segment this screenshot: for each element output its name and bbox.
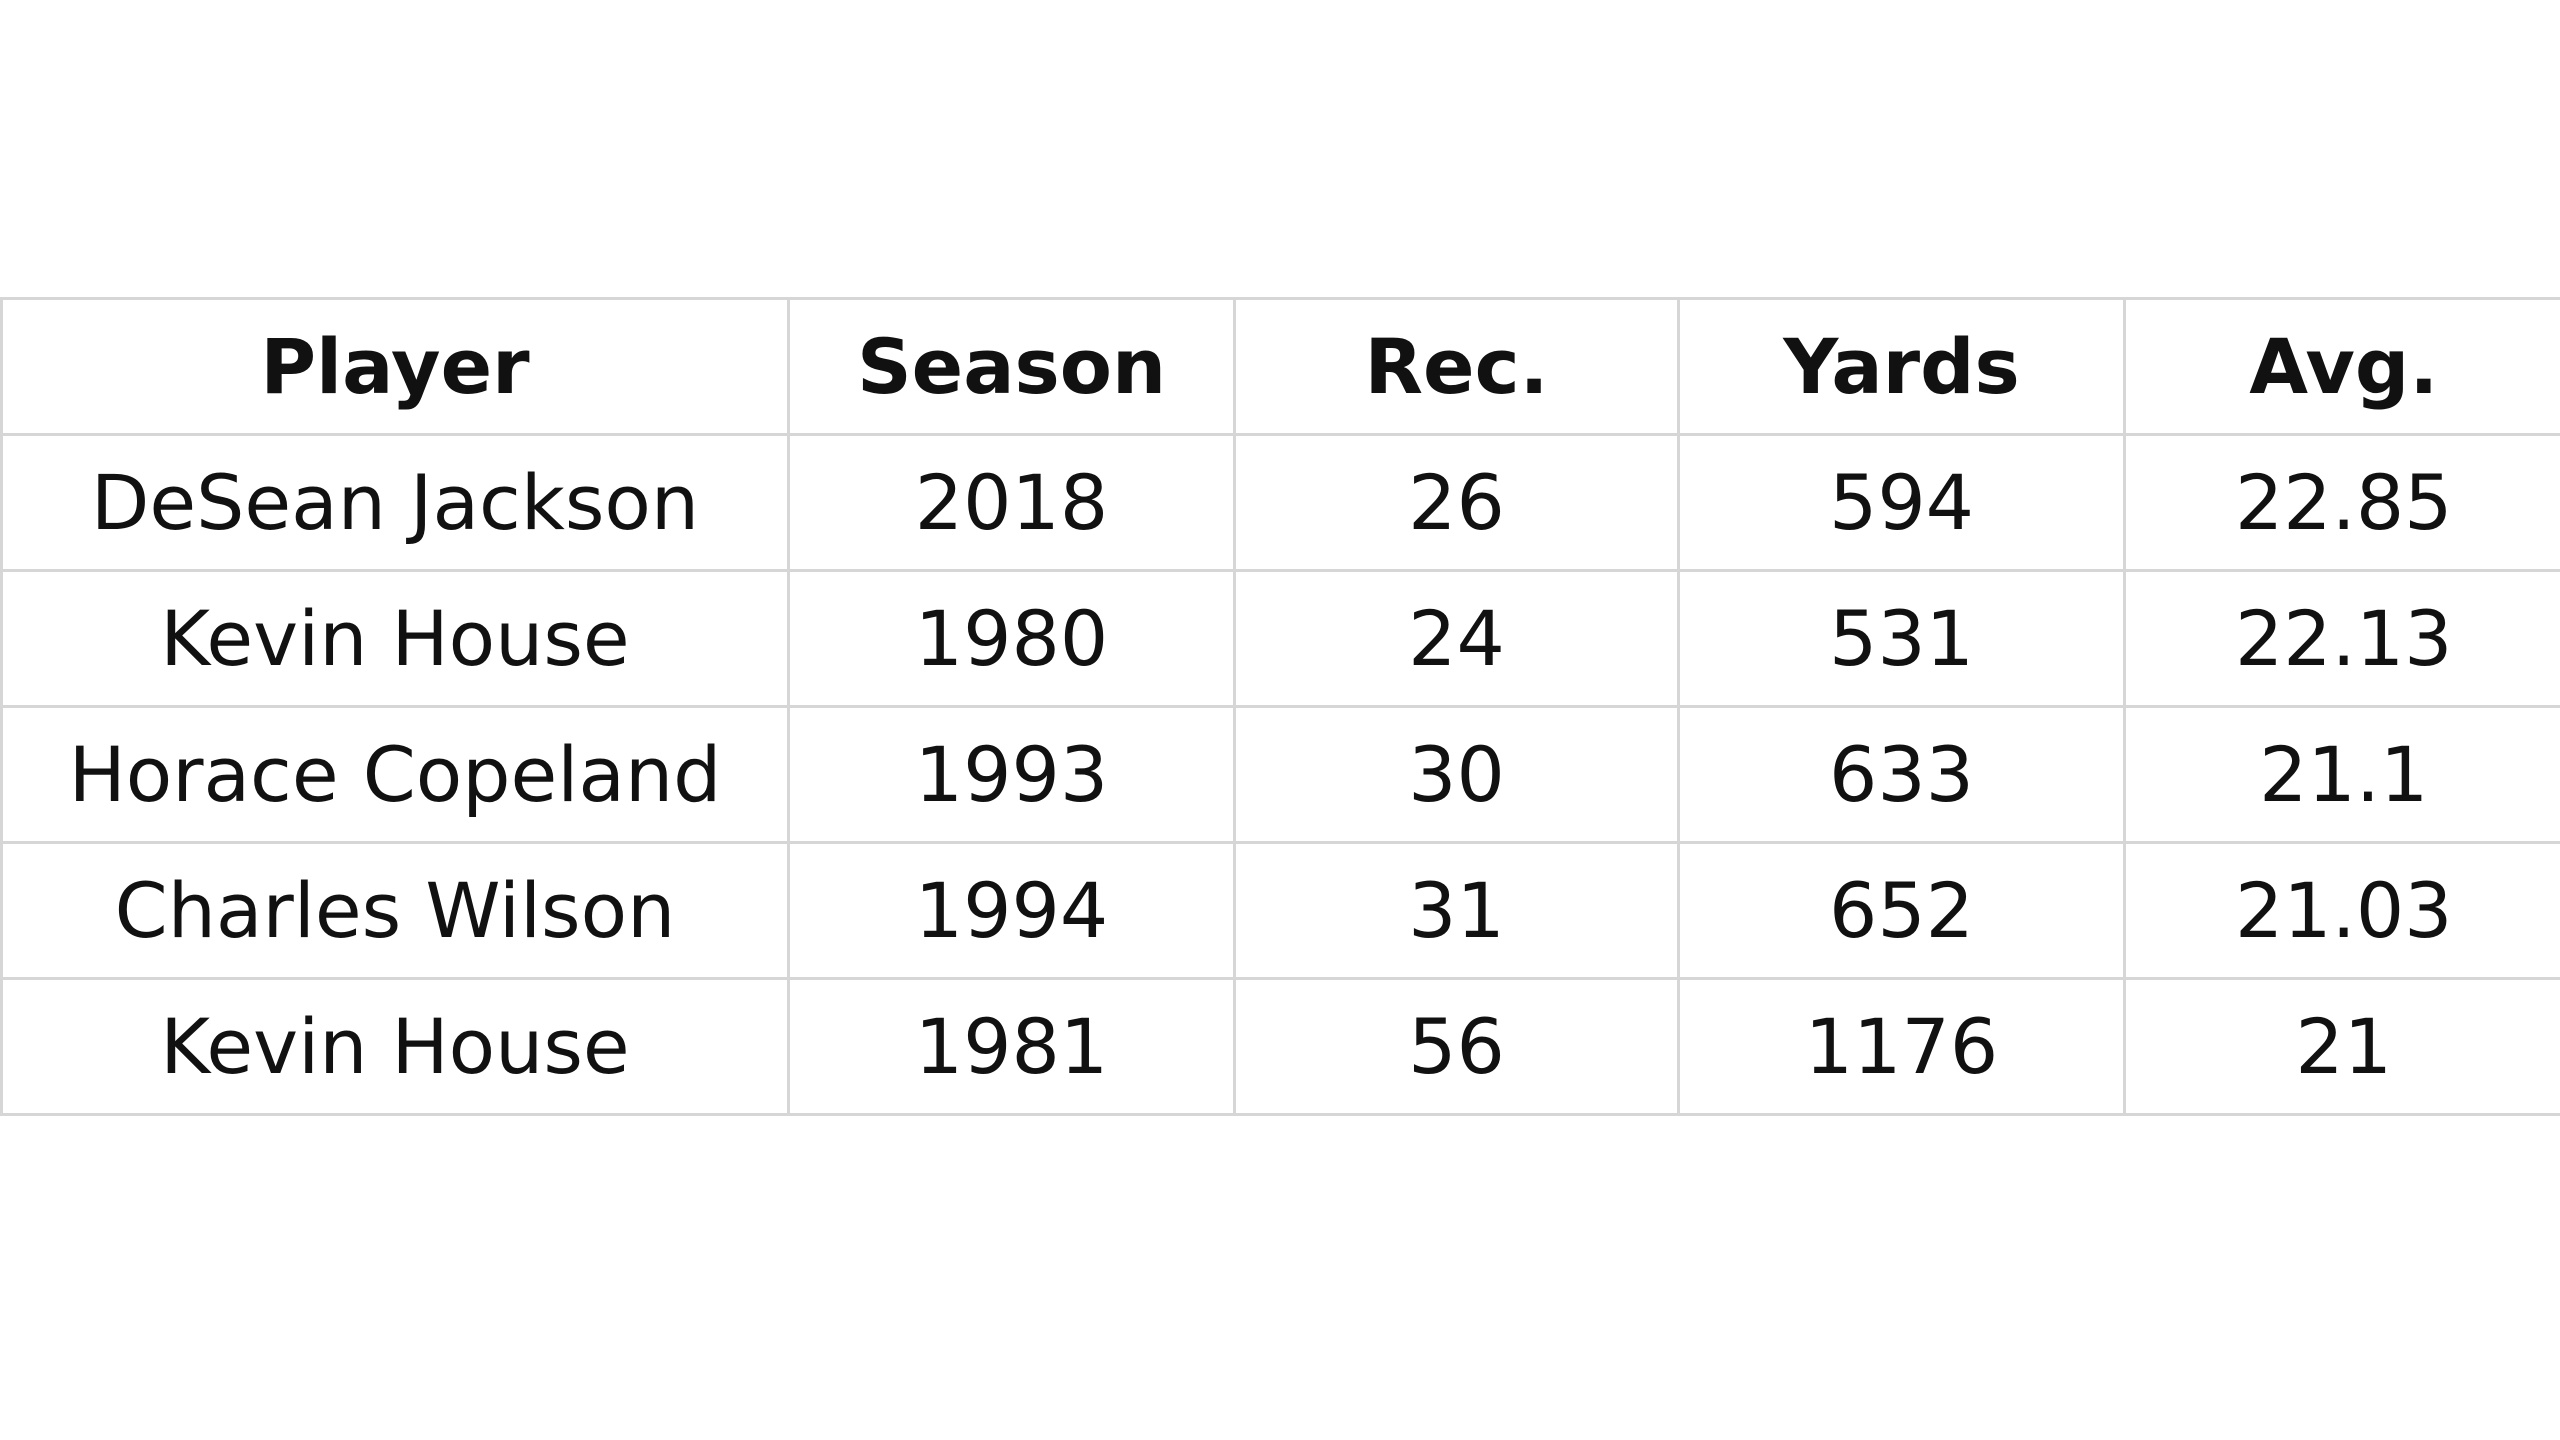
header-cell: Avg.	[2123, 297, 2560, 436]
table-cell: 1993	[787, 705, 1236, 844]
table-cell: 22.13	[2123, 569, 2560, 708]
table-cell: 21.1	[2123, 705, 2560, 844]
table-row: Horace Copeland 1993 30 633 21.1	[0, 705, 2560, 844]
table-header: Player Season Rec. Yards Avg.	[0, 297, 2560, 436]
table-cell: Horace Copeland	[0, 705, 790, 844]
table-cell: 31	[1233, 841, 1680, 980]
table-cell: 2018	[787, 433, 1236, 572]
header-cell: Yards	[1677, 297, 2126, 436]
table-cell: 1994	[787, 841, 1236, 980]
header-row: Player Season Rec. Yards Avg.	[0, 297, 2560, 436]
table-row: Kevin House 1981 56 1176 21	[0, 977, 2560, 1116]
table-row: Charles Wilson 1994 31 652 21.03	[0, 841, 2560, 980]
records-table: Player Season Rec. Yards Avg. DeSean Jackson…	[0, 297, 2560, 1116]
table-cell: 1980	[787, 569, 1236, 708]
table-cell: 24	[1233, 569, 1680, 708]
table-cell: Kevin House	[0, 569, 790, 708]
table-cell: 652	[1677, 841, 2126, 980]
table-cell: 1176	[1677, 977, 2126, 1116]
table-cell: 531	[1677, 569, 2126, 708]
table-cell: 594	[1677, 433, 2126, 572]
table-cell: Kevin House	[0, 977, 790, 1116]
header-cell: Player	[0, 297, 790, 436]
table-row: DeSean Jackson 2018 26 594 22.85	[0, 433, 2560, 572]
table-cell: Charles Wilson	[0, 841, 790, 980]
table-cell: 1981	[787, 977, 1236, 1116]
table-cell: DeSean Jackson	[0, 433, 790, 572]
table-body: DeSean Jackson 2018 26 594 22.85 Kevin House 1…	[0, 433, 2560, 1116]
table-cell: 30	[1233, 705, 1680, 844]
table-cell: 22.85	[2123, 433, 2560, 572]
table-cell: 21	[2123, 977, 2560, 1116]
table-cell: 26	[1233, 433, 1680, 572]
table-cell: 633	[1677, 705, 2126, 844]
table-row: Kevin House 1980 24 531 22.13	[0, 569, 2560, 708]
table-cell: 56	[1233, 977, 1680, 1116]
header-cell: Rec.	[1233, 297, 1680, 436]
table-cell: 21.03	[2123, 841, 2560, 980]
header-cell: Season	[787, 297, 1236, 436]
